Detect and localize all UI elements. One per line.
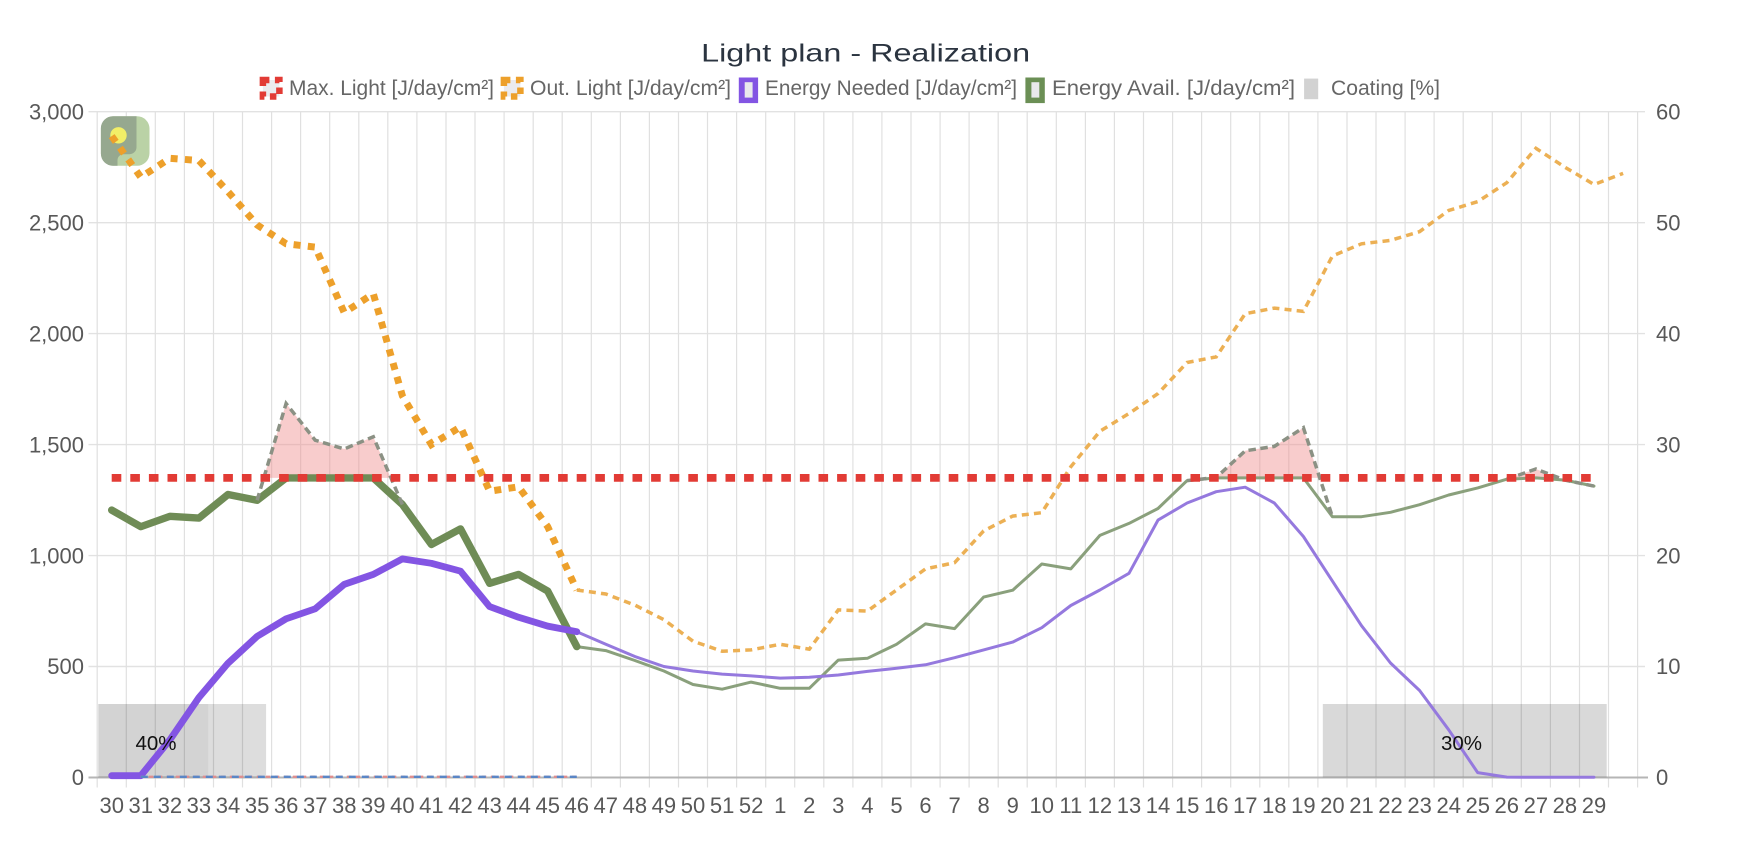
svg-text:26: 26: [1495, 793, 1519, 818]
svg-text:50: 50: [1656, 210, 1680, 235]
svg-text:45: 45: [535, 793, 559, 818]
svg-text:3: 3: [832, 793, 844, 818]
svg-text:20: 20: [1320, 793, 1344, 818]
svg-text:9: 9: [1007, 793, 1019, 818]
svg-text:2,500: 2,500: [29, 210, 84, 235]
svg-text:39: 39: [361, 793, 385, 818]
svg-text:17: 17: [1233, 793, 1257, 818]
svg-text:46: 46: [565, 793, 589, 818]
svg-text:51: 51: [710, 793, 734, 818]
svg-text:13: 13: [1117, 793, 1141, 818]
svg-text:60: 60: [1656, 100, 1680, 125]
svg-text:11: 11: [1059, 793, 1082, 818]
svg-text:33: 33: [187, 793, 211, 818]
svg-text:43: 43: [477, 793, 501, 818]
svg-text:30%: 30%: [1441, 732, 1482, 755]
svg-text:8: 8: [977, 793, 989, 818]
svg-text:12: 12: [1088, 793, 1112, 818]
svg-text:37: 37: [303, 793, 327, 818]
svg-text:Max. Light [J/day/cm²]: Max. Light [J/day/cm²]: [289, 76, 494, 100]
svg-text:Energy Avail. [J/day/cm²]: Energy Avail. [J/day/cm²]: [1052, 76, 1295, 100]
svg-text:2,000: 2,000: [29, 321, 84, 346]
svg-text:10: 10: [1656, 654, 1680, 679]
svg-text:500: 500: [47, 654, 84, 679]
svg-text:44: 44: [506, 793, 530, 818]
svg-text:40: 40: [390, 793, 414, 818]
svg-text:1: 1: [774, 793, 786, 818]
svg-text:0: 0: [72, 765, 84, 790]
svg-text:40%: 40%: [135, 732, 176, 755]
svg-text:19: 19: [1291, 793, 1315, 818]
svg-text:41: 41: [419, 793, 443, 818]
svg-text:3,000: 3,000: [29, 99, 84, 124]
svg-text:Out. Light [J/day/cm²]: Out. Light [J/day/cm²]: [530, 76, 731, 100]
svg-text:29: 29: [1582, 793, 1606, 818]
svg-text:0: 0: [1656, 765, 1668, 790]
svg-text:52: 52: [739, 793, 763, 818]
svg-text:10: 10: [1030, 793, 1054, 818]
svg-text:34: 34: [216, 793, 240, 818]
svg-text:18: 18: [1262, 793, 1286, 818]
svg-text:20: 20: [1656, 543, 1680, 568]
svg-text:42: 42: [448, 793, 472, 818]
svg-text:40: 40: [1656, 321, 1680, 346]
svg-text:22: 22: [1378, 793, 1402, 818]
svg-text:6: 6: [919, 793, 931, 818]
svg-text:38: 38: [332, 793, 356, 818]
svg-text:16: 16: [1204, 793, 1228, 818]
svg-text:15: 15: [1175, 793, 1199, 818]
svg-text:49: 49: [652, 793, 676, 818]
svg-text:23: 23: [1407, 793, 1431, 818]
svg-text:30: 30: [1656, 432, 1680, 457]
svg-text:21: 21: [1349, 793, 1373, 818]
svg-text:1,500: 1,500: [29, 432, 84, 457]
svg-text:24: 24: [1436, 793, 1460, 818]
svg-text:Coating [%]: Coating [%]: [1331, 76, 1440, 100]
svg-text:2: 2: [803, 793, 815, 818]
svg-text:Energy Needed [J/day/cm²]: Energy Needed [J/day/cm²]: [765, 76, 1017, 100]
svg-text:1,000: 1,000: [29, 543, 84, 568]
svg-text:14: 14: [1146, 793, 1170, 818]
svg-text:Light plan - Realization: Light plan - Realization: [701, 40, 1030, 68]
svg-text:48: 48: [623, 793, 647, 818]
svg-text:27: 27: [1524, 793, 1548, 818]
svg-text:31: 31: [129, 793, 153, 818]
svg-text:30: 30: [99, 793, 123, 818]
svg-text:50: 50: [681, 793, 705, 818]
svg-text:28: 28: [1553, 793, 1577, 818]
svg-text:25: 25: [1465, 793, 1489, 818]
svg-text:4: 4: [861, 793, 873, 818]
svg-text:5: 5: [890, 793, 902, 818]
svg-text:47: 47: [594, 793, 618, 818]
svg-text:36: 36: [274, 793, 298, 818]
svg-text:35: 35: [245, 793, 269, 818]
svg-text:32: 32: [158, 793, 182, 818]
svg-text:7: 7: [948, 793, 960, 818]
